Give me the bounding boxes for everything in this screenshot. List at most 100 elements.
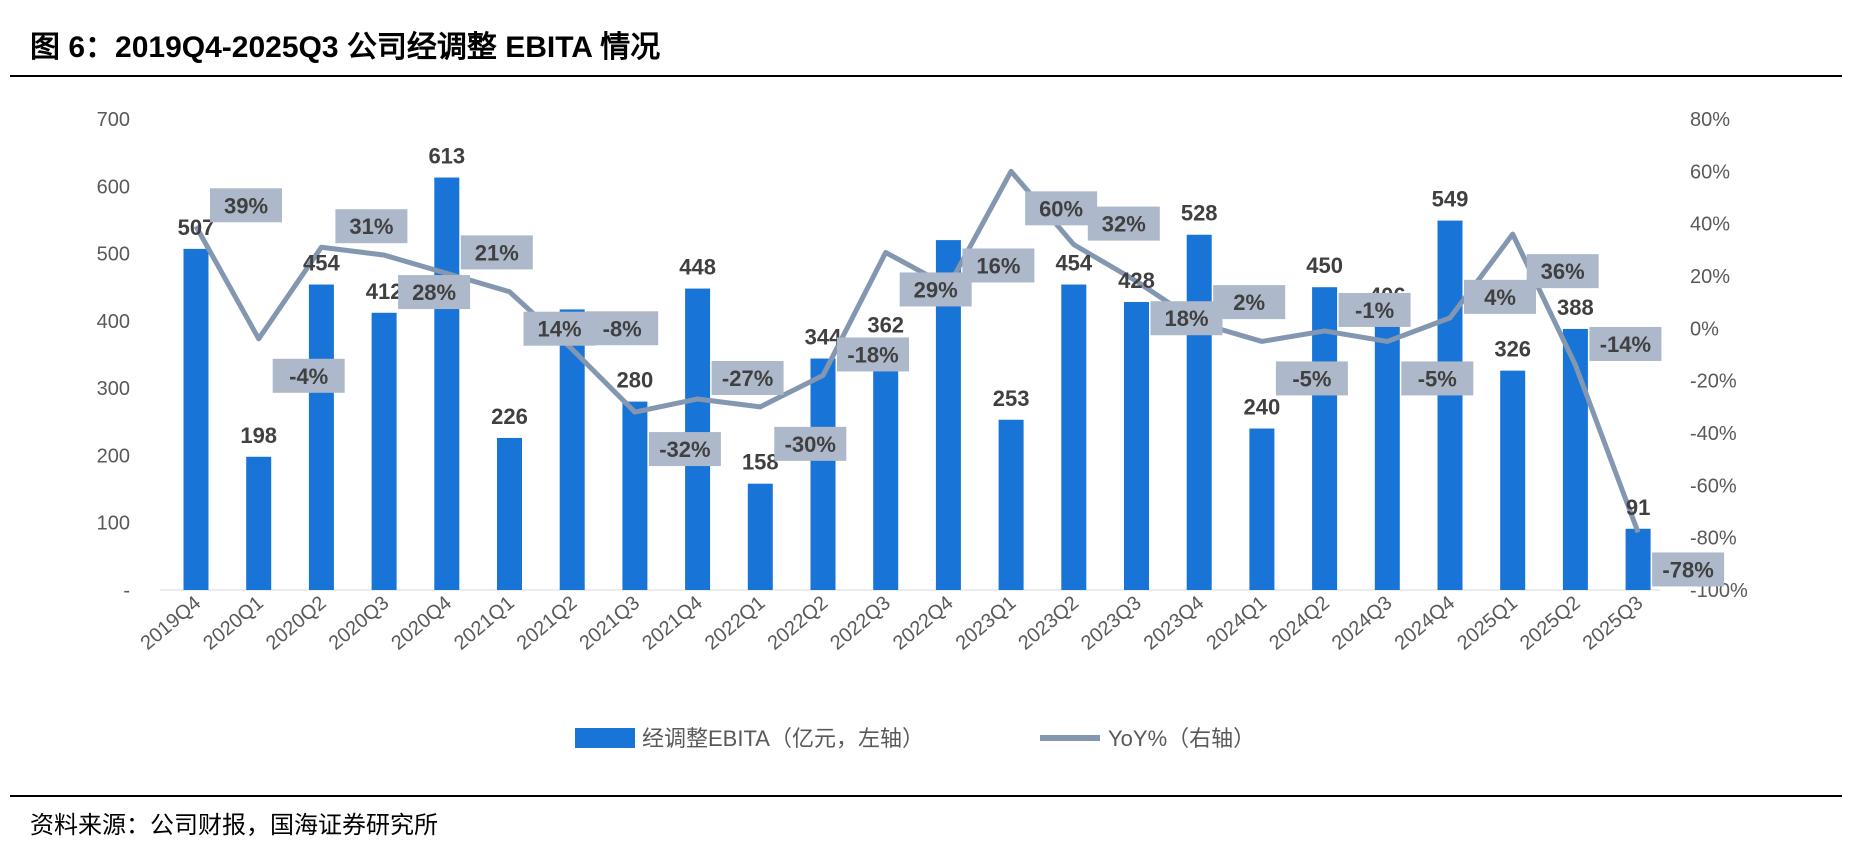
yoy-label-box: [335, 209, 408, 244]
x-tick-label: 2022Q1: [701, 592, 770, 655]
bar-2023Q4: [1186, 234, 1212, 590]
yoy-value-label: 29%: [914, 277, 958, 302]
left-tick-label: 300: [97, 378, 130, 400]
bar-2022Q1: [747, 483, 773, 590]
bar-value-label: 344: [805, 325, 842, 350]
right-tick-label: -60%: [1690, 475, 1737, 497]
yoy-label-box: [1213, 285, 1286, 320]
yoy-value-label: -78%: [1662, 557, 1713, 582]
yoy-label-box: [1401, 361, 1474, 396]
yoy-label-box: [1087, 206, 1160, 241]
x-tick-label: 2025Q1: [1453, 592, 1522, 655]
source-note: 资料来源：公司财报，国海证券研究所: [30, 812, 438, 839]
bar-2022Q2: [810, 358, 836, 590]
yoy-label-box: [586, 311, 659, 346]
x-tick-label: 2024Q2: [1265, 592, 1334, 655]
bar-2023Q3: [1124, 302, 1149, 590]
bar-2024Q4: [1437, 220, 1463, 590]
yoy-label-box: [1275, 361, 1348, 396]
yoy-value-label: 4%: [1484, 285, 1516, 310]
legend-line-label: YoY%（右轴）: [1108, 726, 1255, 751]
yoy-value-label: -14%: [1600, 332, 1651, 357]
x-tick-label: 2023Q3: [1077, 592, 1146, 655]
yoy-line: [193, 168, 1641, 534]
bar-value-label: 549: [1432, 187, 1469, 212]
x-tick-label: 2023Q4: [1140, 592, 1209, 655]
yoy-value-label: 31%: [349, 214, 393, 239]
yoy-label-box: [1025, 191, 1098, 226]
bar-value-label: 412: [366, 279, 403, 304]
legend-bar-swatch: [575, 728, 635, 748]
yoy-value-label: -5%: [1418, 366, 1457, 391]
yoy-value-label: -32%: [659, 437, 710, 462]
bar-2024Q1: [1249, 428, 1275, 590]
x-tick-label: 2024Q3: [1328, 592, 1397, 655]
bar-2021Q3: [622, 401, 648, 590]
right-tick-label: -40%: [1690, 423, 1737, 445]
yoy-label-box: [899, 272, 972, 307]
yoy-label-box: [272, 358, 345, 393]
bar-2025Q2: [1562, 328, 1588, 590]
yoy-value-label: 16%: [976, 253, 1020, 278]
bar-value-label: 198: [240, 423, 277, 448]
x-tick-label: 2021Q4: [638, 592, 707, 655]
right-tick-label: 60%: [1690, 161, 1730, 183]
right-tick-label: 40%: [1690, 214, 1730, 236]
yoy-value-label: -30%: [785, 432, 836, 457]
bar-2024Q2: [1312, 287, 1338, 590]
yoy-value-label: 2%: [1233, 290, 1265, 315]
yoy-value-label: -1%: [1355, 298, 1394, 323]
bar-2020Q1: [246, 456, 272, 590]
bar-2024Q3: [1374, 316, 1400, 590]
x-tick-label: 2024Q1: [1202, 592, 1271, 655]
bar-2023Q2: [1061, 284, 1087, 590]
x-tick-label: 2020Q3: [325, 592, 394, 655]
yoy-value-label: 18%: [1164, 306, 1208, 331]
left-tick-label: 400: [97, 311, 130, 333]
yoy-label-box: [398, 275, 471, 310]
left-tick-label: -: [123, 580, 130, 602]
bar-value-label: 253: [993, 386, 1030, 411]
bar-2022Q3: [873, 346, 899, 590]
bar-value-label: 91: [1626, 495, 1650, 520]
bar-value-label: 448: [679, 255, 716, 280]
right-tick-label: 0%: [1690, 318, 1719, 340]
x-tick-label: 2024Q4: [1391, 592, 1460, 655]
bar-value-label: 240: [1244, 395, 1281, 420]
bar-2023Q1: [998, 419, 1024, 590]
bar-value-label: 326: [1494, 337, 1531, 362]
bar-2021Q1: [497, 437, 522, 590]
yoy-value-label: 36%: [1541, 259, 1585, 284]
source-rule: [10, 795, 1842, 797]
bar-value-label: 507: [178, 215, 215, 240]
x-tick-label: 2023Q1: [952, 592, 1021, 655]
x-tick-label: 2022Q4: [889, 592, 958, 655]
yoy-label-box: [210, 188, 282, 223]
bar-2019Q4: [183, 248, 209, 590]
yoy-value-label: 39%: [224, 193, 268, 218]
x-tick-label: 2021Q1: [450, 592, 519, 655]
left-tick-label: 600: [97, 176, 130, 198]
yoy-value-label: 14%: [537, 317, 581, 342]
x-tick-label: 2025Q3: [1579, 592, 1648, 655]
x-tick-label: 2019Q4: [137, 592, 206, 655]
left-tick-label: 500: [97, 244, 130, 266]
yoy-value-label: -4%: [289, 364, 328, 389]
bar-value-label: 362: [867, 312, 904, 337]
left-tick-label: 100: [97, 513, 130, 535]
yoy-label-box: [1338, 292, 1411, 327]
bar-value-label: 450: [1306, 253, 1343, 278]
right-tick-label: 20%: [1690, 266, 1730, 288]
x-tick-label: 2022Q3: [826, 592, 895, 655]
yoy-label-box: [1652, 552, 1725, 587]
bar-value-label: 226: [491, 404, 528, 429]
legend-bar-label: 经调整EBITA（亿元，左轴）: [642, 726, 924, 751]
yoy-label-box: [774, 426, 847, 461]
x-tick-label: 2021Q3: [575, 592, 644, 655]
x-tick-label: 2023Q2: [1014, 592, 1083, 655]
right-tick-label: 80%: [1690, 109, 1730, 131]
x-tick-label: 2021Q2: [513, 592, 582, 655]
figure-title: 图 6：2019Q4-2025Q3 公司经调整 EBITA 情况: [30, 31, 661, 64]
